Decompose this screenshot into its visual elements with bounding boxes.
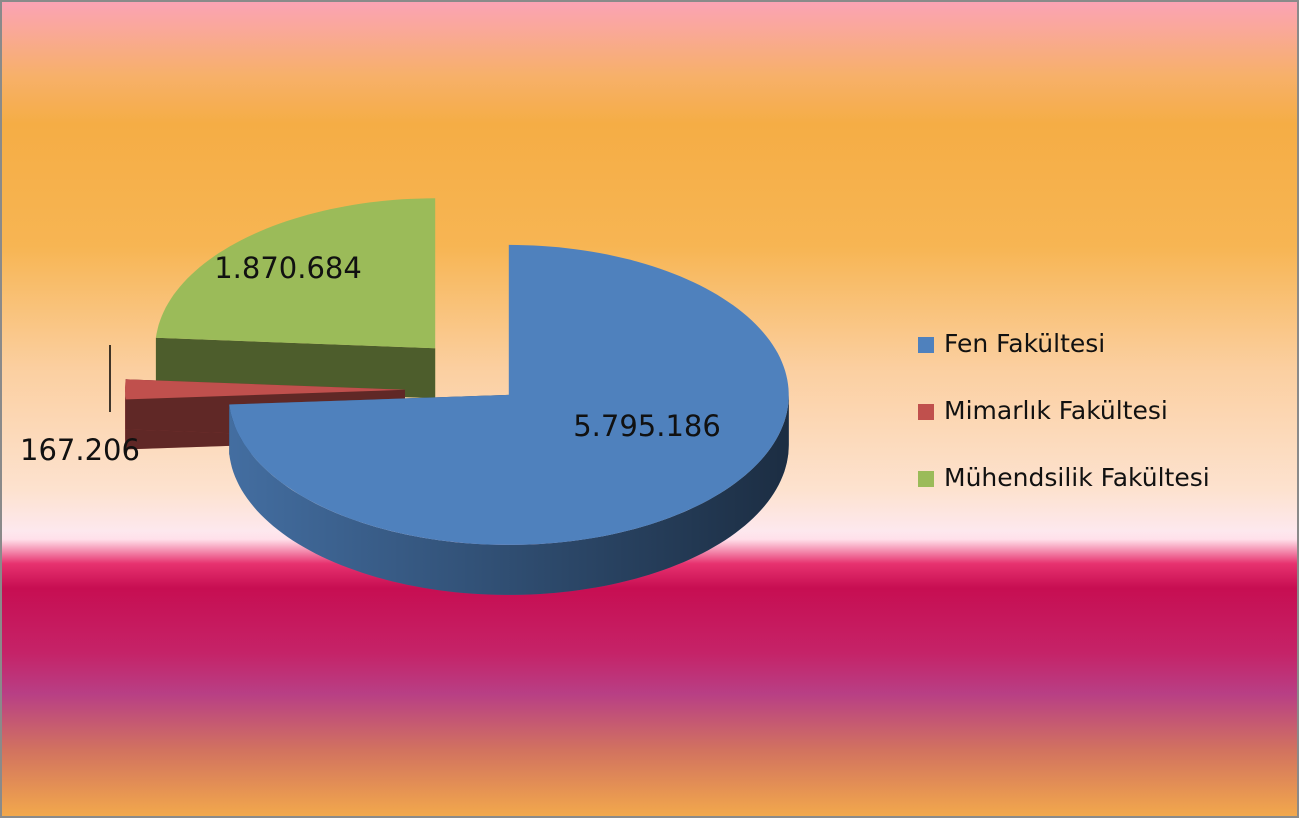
slice-top <box>155 198 436 349</box>
slice-top <box>229 244 789 545</box>
legend-swatch <box>918 471 934 487</box>
legend-label: Fen Fakültesi <box>944 329 1105 358</box>
data-label: 167.206 <box>20 433 140 467</box>
slice-wall-shade <box>229 394 789 595</box>
pie-slice <box>229 244 789 595</box>
data-label: 1.870.684 <box>214 251 362 285</box>
legend-label: Mimarlık Fakültesi <box>944 396 1168 425</box>
legend-label: Mühendsilik Fakültesi <box>944 463 1210 492</box>
slice-wall-shade <box>125 389 126 450</box>
pie-slice <box>155 198 436 399</box>
legend-swatch <box>918 404 934 420</box>
legend-swatch <box>918 337 934 353</box>
slice-top <box>125 379 405 400</box>
data-label: 5.795.186 <box>573 409 721 443</box>
